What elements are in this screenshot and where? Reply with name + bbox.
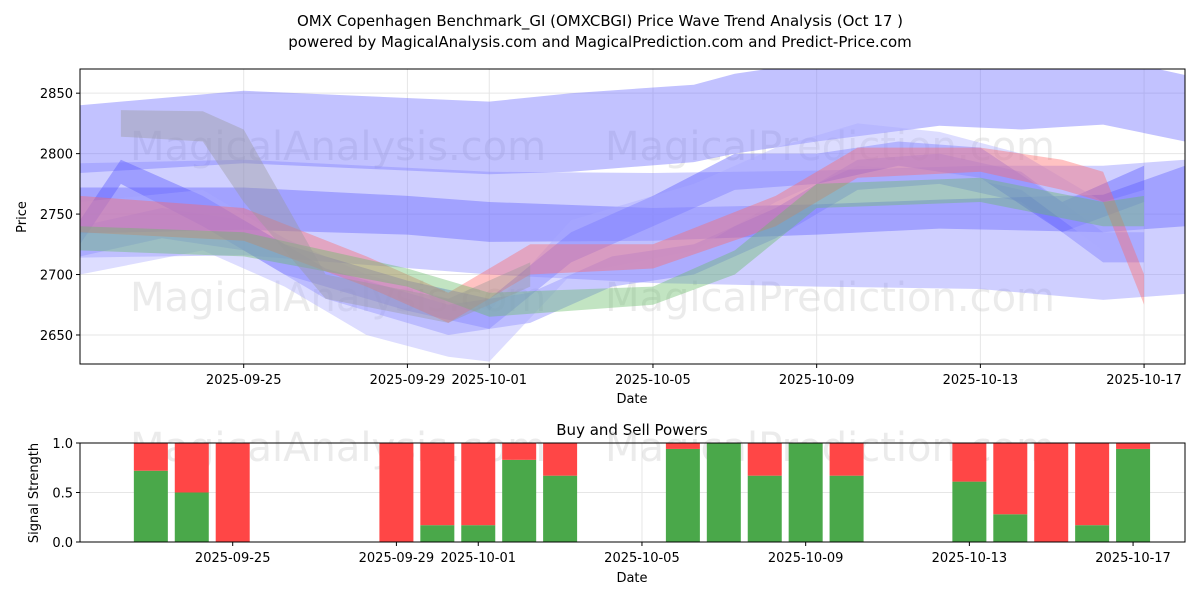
price-plot: MagicalAnalysis.com MagicalPrediction.com…	[15, 68, 1186, 407]
signal-y-label: Signal Strength	[27, 443, 42, 543]
signal-title: Buy and Sell Powers	[556, 421, 708, 439]
price-x-tick-label: 2025-10-13	[943, 373, 1019, 388]
price-y-tick-label: 2750	[40, 208, 73, 223]
sell-power-bar	[215, 443, 250, 542]
sell-power-bar	[829, 443, 864, 476]
buy-power-bar	[420, 525, 455, 542]
wave-band-price-wave-2	[80, 153, 1145, 335]
price-y-label: Price	[15, 201, 30, 233]
sell-power-bar	[174, 443, 209, 493]
buy-power-bar	[1075, 525, 1110, 542]
buy-power-bar	[706, 443, 741, 542]
sell-power-bar	[747, 443, 782, 476]
price-x-label: Date	[616, 392, 647, 407]
price-watermarks: MagicalAnalysis.com MagicalPrediction.com…	[130, 124, 1055, 321]
sell-power-bar	[502, 443, 537, 460]
wave-band-upper-wave	[80, 69, 1185, 175]
price-y-tick-label: 2700	[40, 269, 73, 284]
sell-power-bar	[133, 443, 168, 471]
wave-band-price-wave-1	[80, 141, 1145, 329]
price-x-tick-label: 2025-10-17	[1106, 373, 1182, 388]
buy-power-bar	[502, 459, 537, 542]
sell-power-bar	[420, 443, 455, 526]
signal-x-tick-label: 2025-09-29	[359, 551, 435, 566]
price-x-ticks: 2025-09-25 2025-09-29 2025-10-01 2025-10-05…	[206, 364, 1182, 388]
sell-power-bar	[1116, 443, 1151, 449]
signal-x-tick-label: 2025-10-17	[1095, 551, 1171, 566]
buy-power-bar	[952, 481, 987, 542]
signal-y-tick-label: 0.0	[52, 536, 73, 551]
price-grid	[80, 69, 1185, 364]
signal-x-label: Date	[616, 571, 647, 586]
buy-power-bar	[665, 448, 700, 542]
signal-x-tick-label: 2025-10-05	[604, 551, 680, 566]
buy-power-bar	[543, 475, 578, 542]
sell-power-bar	[543, 443, 578, 476]
price-plot-background	[80, 69, 1185, 364]
signal-y-tick-label: 1.0	[52, 437, 73, 452]
sell-power-bar	[379, 443, 414, 542]
signal-x-tick-label: 2025-09-25	[195, 551, 271, 566]
wave-band-gray-wave	[120, 110, 531, 323]
signal-x-tick-label: 2025-10-09	[768, 551, 844, 566]
price-y-tick-label: 2850	[40, 87, 73, 102]
sell-power-bar	[993, 443, 1028, 515]
buy-power-bar	[461, 525, 496, 542]
signal-x-ticks: 2025-09-25 2025-09-29 2025-10-01 2025-10-05…	[195, 542, 1171, 566]
signal-bars	[133, 443, 1151, 542]
watermark-text: MagicalPrediction.com	[605, 275, 1055, 321]
price-waves	[80, 69, 1185, 362]
price-x-tick-label: 2025-10-05	[615, 373, 691, 388]
signal-x-tick-label: 2025-10-01	[440, 551, 516, 566]
chart-subtitle: powered by MagicalAnalysis.com and Magic…	[288, 33, 912, 51]
signal-y-ticks: 0.0 0.5 1.0	[52, 437, 80, 551]
wave-band-red-wave	[80, 147, 1145, 323]
signal-plot: Buy and Sell Powers MagicalAnalysis.comM…	[27, 421, 1186, 586]
price-x-tick-label: 2025-09-25	[206, 373, 282, 388]
chart-title: OMX Copenhagen Benchmark_GI (OMXCBGI) Pr…	[297, 12, 903, 31]
price-y-tick-label: 2800	[40, 148, 73, 163]
buy-power-bar	[1116, 448, 1151, 542]
signal-y-tick-label: 0.5	[52, 487, 73, 502]
sell-power-bar	[1034, 443, 1069, 542]
signal-x-tick-label: 2025-10-13	[932, 551, 1008, 566]
watermark-text: MagicalAnalysis.com	[130, 275, 546, 321]
sell-power-bar	[1075, 443, 1110, 526]
sell-power-bar	[952, 443, 987, 482]
watermark-text: MagicalAnalysis.com	[130, 124, 546, 170]
buy-power-bar	[174, 492, 209, 542]
buy-power-bar	[993, 514, 1028, 542]
wave-band-mid-wave	[80, 165, 1185, 242]
price-x-tick-label: 2025-10-09	[779, 373, 855, 388]
wave-band-price-wave-3	[80, 123, 1145, 362]
price-x-tick-label: 2025-10-01	[451, 373, 527, 388]
sell-power-bar	[461, 443, 496, 526]
watermark-text: MagicalPrediction.com	[605, 124, 1055, 170]
price-x-tick-label: 2025-09-29	[370, 373, 446, 388]
wave-band-green-wave	[80, 177, 1145, 317]
buy-power-bar	[747, 475, 782, 542]
price-plot-frame	[79, 68, 1186, 365]
sell-power-bar	[665, 443, 700, 449]
buy-power-bar	[133, 470, 168, 542]
price-y-ticks: 2650 2700 2750 2800 2850	[40, 87, 80, 344]
buy-power-bar	[829, 475, 864, 542]
buy-power-bar	[788, 443, 823, 542]
wave-band-wide-band	[80, 159, 1185, 300]
price-y-tick-label: 2650	[40, 329, 73, 344]
